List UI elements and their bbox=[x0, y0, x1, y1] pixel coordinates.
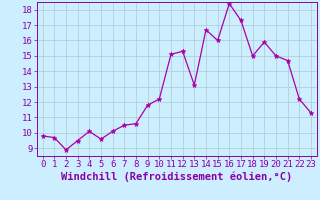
X-axis label: Windchill (Refroidissement éolien,°C): Windchill (Refroidissement éolien,°C) bbox=[61, 172, 292, 182]
